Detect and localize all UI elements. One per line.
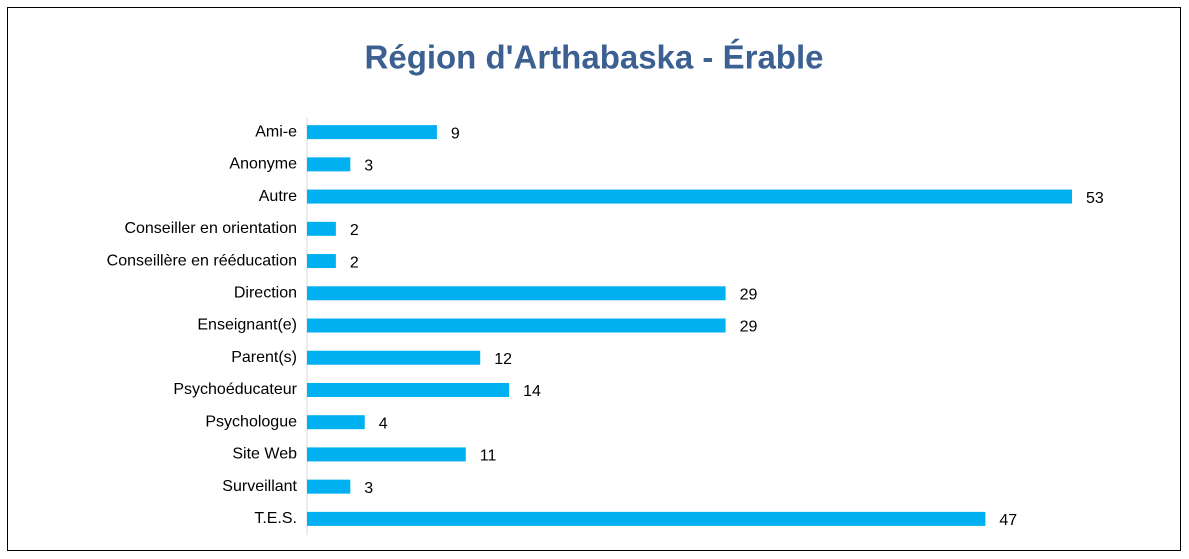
y-tick-label: Conseiller en orientation (124, 220, 297, 237)
bar (307, 254, 336, 269)
data-label: 3 (364, 158, 373, 175)
bar (307, 479, 351, 494)
bar (307, 415, 365, 430)
bar (307, 447, 466, 462)
y-tick-label: Psychologue (205, 413, 297, 430)
bar (307, 157, 351, 172)
y-tick-label: Autre (259, 188, 297, 205)
bar (307, 189, 1072, 204)
bar (307, 318, 726, 333)
bar (307, 221, 336, 236)
y-tick-label: Conseillère en rééducation (107, 252, 297, 269)
data-label: 4 (379, 415, 388, 432)
data-label: 12 (494, 351, 512, 368)
data-label: 11 (480, 448, 497, 465)
data-label: 47 (999, 512, 1017, 529)
bar (307, 511, 986, 526)
bar (307, 125, 437, 140)
chart-title: Région d'Arthabaska - Érable (365, 39, 824, 76)
bar (307, 350, 481, 365)
bar (307, 286, 726, 301)
y-tick-label: Site Web (232, 446, 297, 463)
y-tick-label: Parent(s) (231, 349, 297, 366)
data-label: 53 (1086, 190, 1104, 207)
data-label: 3 (364, 480, 373, 497)
data-label: 29 (740, 319, 758, 336)
y-tick-label: Psychoéducateur (173, 381, 297, 398)
data-label: 2 (350, 222, 359, 239)
y-tick-label: T.E.S. (254, 510, 297, 527)
data-label: 9 (451, 125, 460, 142)
y-tick-label: Anonyme (229, 156, 297, 173)
y-tick-label: Direction (234, 284, 297, 301)
chart-frame (7, 7, 1181, 551)
y-tick-label: Ami-e (255, 123, 297, 140)
y-tick-label: Enseignant(e) (197, 317, 297, 334)
data-label: 29 (740, 286, 758, 303)
bar (307, 382, 510, 397)
data-label: 14 (523, 383, 541, 400)
y-tick-label: Surveillant (222, 478, 297, 495)
data-label: 2 (350, 254, 359, 271)
